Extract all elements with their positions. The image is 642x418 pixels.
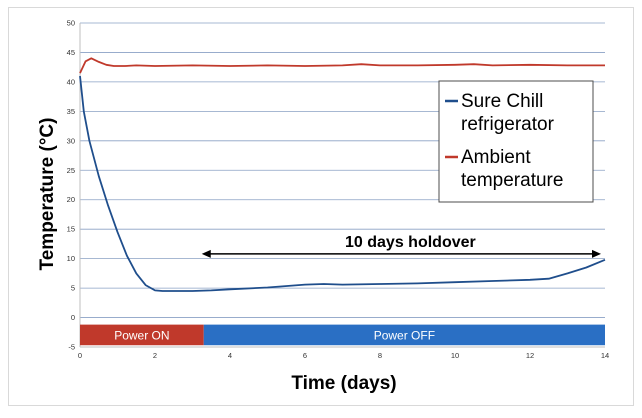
y-tick-label: -5 [68,343,75,352]
holdover-annotation: 10 days holdover [201,234,601,258]
y-tick-label: 35 [67,107,75,116]
power-band-label: Power OFF [374,328,435,342]
holdover-label: 10 days holdover [345,234,476,251]
holdover-arrow-right-head [592,249,601,258]
x-tick-label: 12 [526,351,534,360]
y-tick-label: 50 [67,19,75,28]
chart-frame: Power ON Power OFF -5 0 5 10 15 20 25 30 35 40 45 50… [8,7,634,406]
x-tick-label: 14 [601,351,609,360]
y-tick-label: 30 [67,136,75,145]
y-tick-label: 10 [67,254,75,263]
legend-box [438,80,594,203]
gridlines [79,22,605,348]
x-tick-label: 4 [228,351,232,360]
x-tick-label: 6 [303,351,307,360]
legend-label: Sure Chill refrigerator [461,91,555,135]
power-band-label: Power ON [114,328,169,342]
legend: Sure Chill refrigerator Ambient temperature [438,80,594,203]
series-lines [79,57,606,292]
holdover-arrow-left-head [201,249,211,258]
legend-label: Ambient temperature [461,147,563,191]
x-tick-label: 8 [378,351,382,360]
temperature-chart: Power ON Power OFF -505101520253035404550… [37,19,610,395]
x-tick-label: 10 [451,351,459,360]
power-band [203,324,605,346]
power-bands: Power ON Power OFF [80,324,605,346]
y-tick-label: 15 [67,225,75,234]
series-line [79,75,606,292]
x-tick-label: 0 [78,351,82,360]
x-tick-label: 2 [153,351,157,360]
y-axis-title: Temperature (°C) [37,118,58,271]
y-tick-label: 40 [67,77,75,86]
y-tick-label: 45 [67,48,75,57]
y-tick-label: 5 [71,284,75,293]
y-tick-label: 20 [67,195,75,204]
y-tick-label: 0 [71,313,75,322]
y-tick-label: 25 [67,166,75,175]
power-band [80,324,204,346]
x-axis-title: Time (days) [291,373,396,394]
series-line [79,57,605,74]
